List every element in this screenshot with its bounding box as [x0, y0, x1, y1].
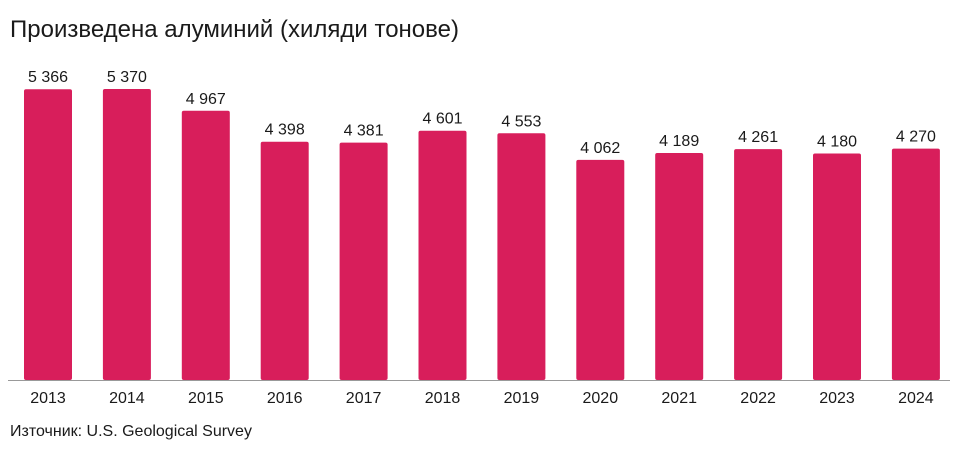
category-label-2022: 2022	[740, 390, 776, 407]
source-note: Източник: U.S. Geological Survey	[10, 423, 252, 440]
value-label-2015: 4 967	[186, 91, 226, 108]
value-label-2019: 4 553	[501, 113, 541, 130]
category-label-2018: 2018	[425, 390, 461, 407]
category-label-2017: 2017	[346, 390, 382, 407]
bar-2015	[181, 110, 230, 381]
value-label-2020: 4 062	[580, 140, 620, 157]
value-label-2014: 5 370	[107, 69, 147, 86]
value-label-2016: 4 398	[265, 122, 305, 139]
bar-2018	[418, 130, 467, 380]
category-label-2024: 2024	[898, 390, 934, 407]
category-label-2021: 2021	[661, 390, 697, 407]
value-labels-group: 5 366 5 370 4 967 4 398 4 381 4 601 4 553 4 062…	[28, 69, 936, 157]
bar-2023	[813, 153, 861, 380]
bars-group	[24, 89, 940, 381]
category-label-2014: 2014	[109, 390, 145, 407]
bar-2019	[497, 133, 546, 380]
category-labels-group: 2013 2014 2015 2016 2017 2018 2019 2020 2021 2022…	[30, 390, 934, 407]
category-label-2019: 2019	[504, 390, 540, 407]
bar-2024	[891, 148, 940, 380]
bar-2020	[576, 159, 625, 380]
bar-2016	[260, 141, 309, 380]
bar-2013	[24, 89, 72, 380]
category-label-2020: 2020	[583, 390, 619, 407]
bar-2021	[655, 153, 704, 380]
value-label-2021: 4 189	[659, 133, 699, 150]
category-label-2016: 2016	[267, 390, 303, 407]
value-label-2022: 4 261	[738, 129, 778, 146]
bar-2022	[734, 149, 783, 380]
value-label-2017: 4 381	[344, 123, 384, 140]
category-label-2015: 2015	[188, 390, 224, 407]
category-label-2013: 2013	[30, 390, 66, 407]
value-label-2024: 4 270	[896, 129, 936, 146]
value-label-2018: 4 601	[422, 111, 462, 128]
bar-2017	[339, 142, 388, 380]
value-label-2023: 4 180	[817, 134, 857, 151]
chart-title: Произведена алуминий (хиляди тонове)	[10, 16, 459, 43]
bar-2014	[102, 89, 151, 380]
category-label-2023: 2023	[819, 390, 855, 407]
value-label-2013: 5 366	[28, 69, 68, 86]
